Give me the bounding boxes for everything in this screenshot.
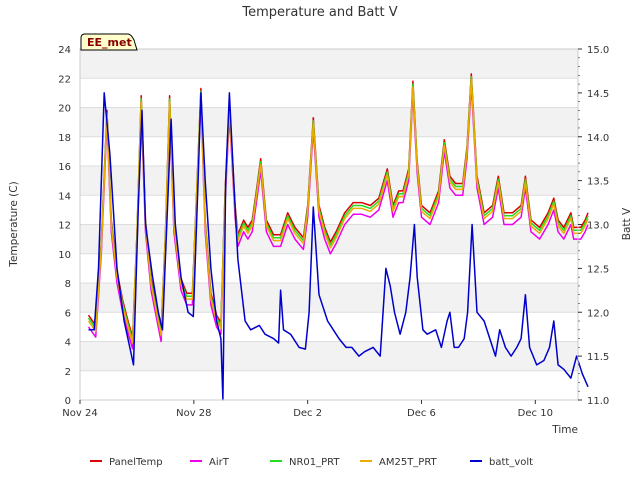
- left-tick-label: 14: [58, 191, 71, 202]
- left-tick-label: 20: [58, 104, 71, 115]
- grid-band: [80, 78, 578, 108]
- left-tick-label: 10: [58, 250, 71, 261]
- grid-band: [80, 166, 578, 196]
- y-axis-label-left: Temperature (C): [8, 181, 20, 267]
- x-tick-label: Nov 24: [62, 408, 97, 419]
- right-tick-label: 11.5: [587, 352, 609, 363]
- x-tick-label: Dec 2: [293, 408, 322, 419]
- grid-band: [80, 312, 578, 342]
- right-tick-label: 13.0: [587, 221, 609, 232]
- right-tick-label: 14.0: [587, 133, 609, 144]
- left-tick-label: 24: [58, 45, 71, 56]
- station-badge-label: EE_met: [87, 36, 132, 49]
- series-line-batt_volt: [88, 92, 589, 401]
- left-tick-label: 18: [58, 133, 71, 144]
- legend-label: batt_volt: [489, 457, 533, 468]
- left-tick-label: 16: [58, 162, 71, 173]
- left-tick-label: 22: [58, 74, 71, 85]
- right-tick-label: 11.0: [587, 396, 609, 407]
- series-line-am25t_prt: [87, 78, 589, 344]
- grid-band: [80, 253, 578, 283]
- legend-label: AM25T_PRT: [379, 457, 438, 468]
- right-tick-label: 13.5: [587, 177, 609, 188]
- right-tick-label: 14.5: [587, 89, 609, 100]
- left-tick-label: 0: [65, 396, 71, 407]
- right-tick-label: 12.5: [587, 264, 609, 275]
- grid-band: [80, 136, 578, 166]
- x-tick-label: Dec 10: [518, 408, 553, 419]
- legend: PanelTemp AirT NR01_PRT AM25T_PRT batt_volt: [90, 457, 533, 468]
- grid-band: [80, 49, 578, 79]
- legend-label: PanelTemp: [109, 457, 163, 468]
- grid-bands: [80, 49, 578, 400]
- right-tick-label: 12.0: [587, 308, 609, 319]
- legend-label: AirT: [209, 457, 230, 468]
- right-axis-ticks: 11.0 11.5 12.0 12.5 13.0 13.5 14.0 14.5 15.0: [578, 45, 609, 407]
- grid-band: [80, 370, 578, 400]
- y-axis-label-right: Batt V: [621, 207, 633, 240]
- station-badge: EE_met: [80, 33, 138, 51]
- right-tick-label: 15.0: [587, 45, 609, 56]
- grid-band: [80, 341, 578, 371]
- left-tick-label: 4: [65, 338, 71, 349]
- grid-band: [80, 107, 578, 137]
- x-tick-label: Nov 28: [176, 408, 211, 419]
- left-tick-label: 6: [65, 308, 71, 319]
- x-tick-label: Dec 6: [407, 408, 436, 419]
- left-tick-label: 12: [58, 221, 71, 232]
- legend-label: NR01_PRT: [289, 457, 340, 468]
- station-badge-box: [80, 33, 138, 51]
- chart-title: Temperature and Batt V: [241, 5, 397, 20]
- left-tick-label: 8: [65, 279, 71, 290]
- left-tick-label: 2: [65, 367, 71, 378]
- series-layer: [87, 73, 589, 401]
- x-axis-ticks: Nov 24 Nov 28 Dec 2 Dec 6 Dec 10: [62, 400, 553, 419]
- x-axis-label: Time: [551, 424, 578, 436]
